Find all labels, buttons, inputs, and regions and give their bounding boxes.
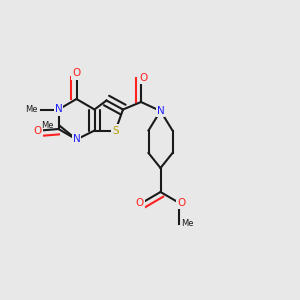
Text: N: N (55, 104, 62, 115)
Text: N: N (73, 134, 80, 145)
Text: Me: Me (25, 105, 38, 114)
Text: O: O (33, 125, 42, 136)
Text: O: O (72, 68, 81, 79)
Text: Me: Me (41, 122, 54, 130)
Text: O: O (177, 197, 186, 208)
Text: O: O (140, 73, 148, 83)
Text: O: O (135, 197, 144, 208)
Text: N: N (157, 106, 164, 116)
Text: Me: Me (182, 219, 194, 228)
Text: S: S (112, 125, 119, 136)
